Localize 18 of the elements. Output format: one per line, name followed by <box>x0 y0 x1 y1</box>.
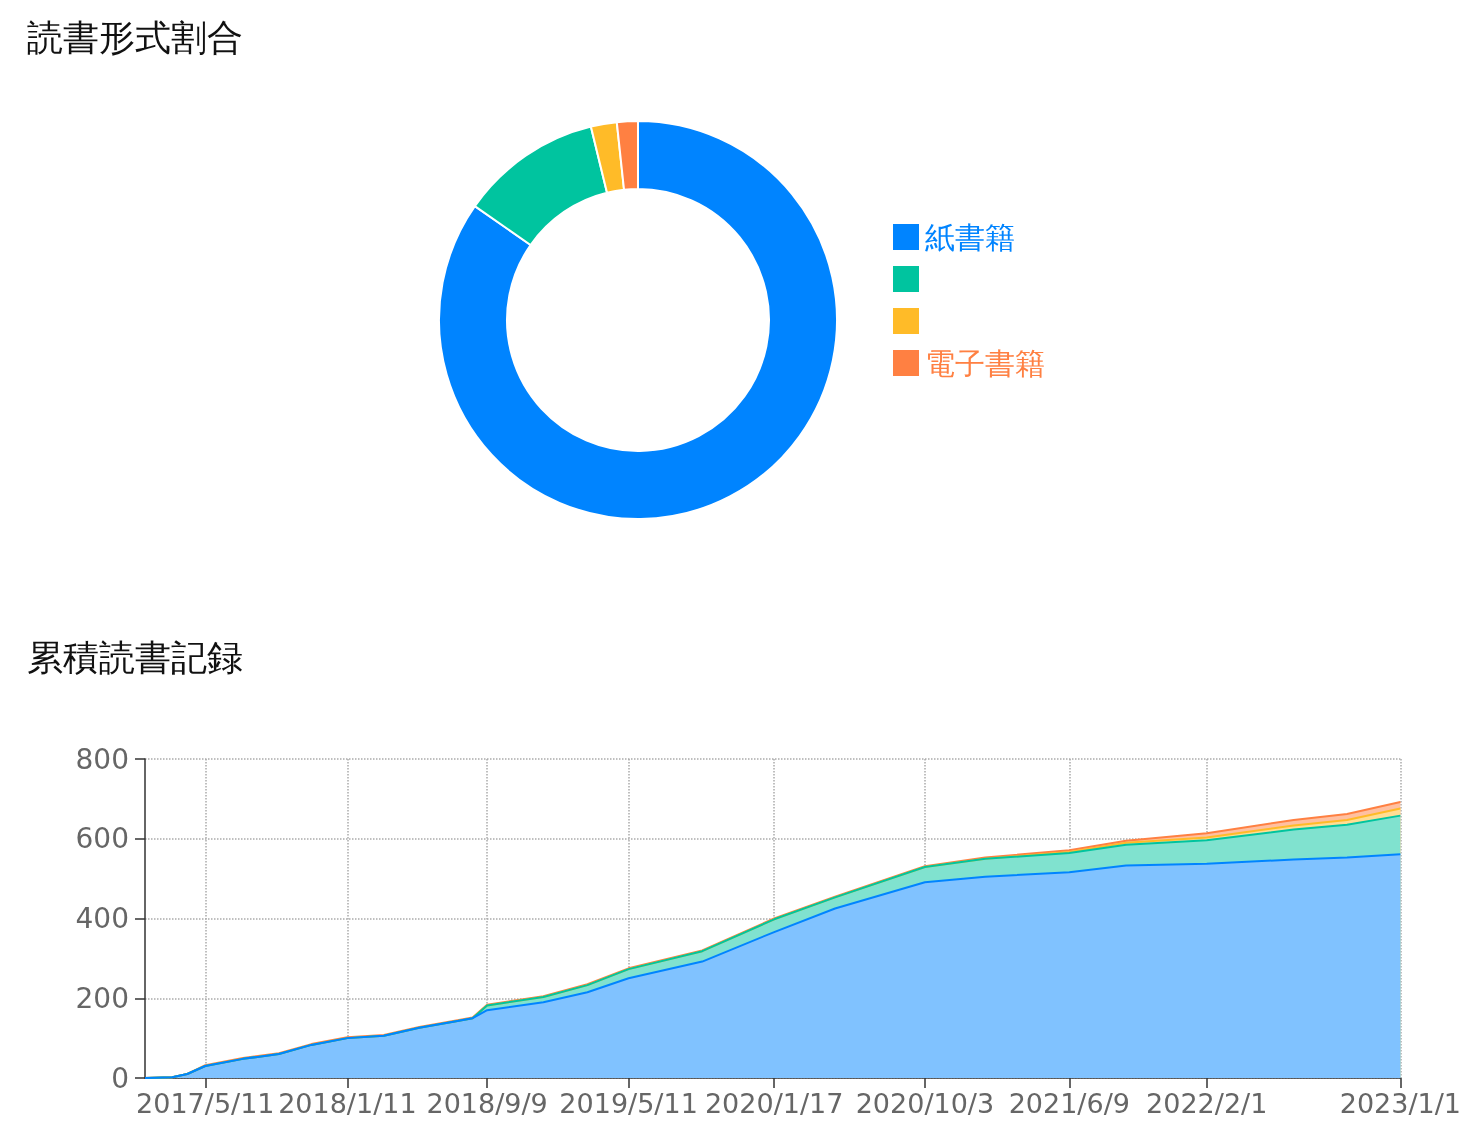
y-tick-label: 0 <box>111 1061 129 1095</box>
y-tick-label: 800 <box>75 742 129 776</box>
x-tick-label: 2018/9/9 <box>426 1088 548 1119</box>
legend-label: 電子書籍 <box>925 345 1045 381</box>
y-tick-label: 200 <box>75 981 129 1015</box>
x-tick-label: 2020/10/3 <box>855 1088 995 1119</box>
x-tick-label: 2021/6/9 <box>1008 1088 1130 1119</box>
x-tick-label: 2018/1/11 <box>278 1088 417 1119</box>
x-tick-label: 2020/1/17 <box>704 1088 844 1119</box>
text: 読書形式割合 <box>27 16 243 58</box>
x-tick-label: 2023/1/1 <box>1339 1088 1461 1119</box>
y-tick-label: 600 <box>75 822 129 856</box>
x-tick-label: 2019/5/11 <box>559 1088 698 1119</box>
legend-label: 紙書籍 <box>925 219 1015 255</box>
y-tick-label: 400 <box>75 902 129 935</box>
chart-title: 累積読書記録 <box>27 636 243 678</box>
x-tick-label: 2017/5/11 <box>136 1088 275 1119</box>
x-tick-label: 2022/2/1 <box>1146 1088 1268 1119</box>
